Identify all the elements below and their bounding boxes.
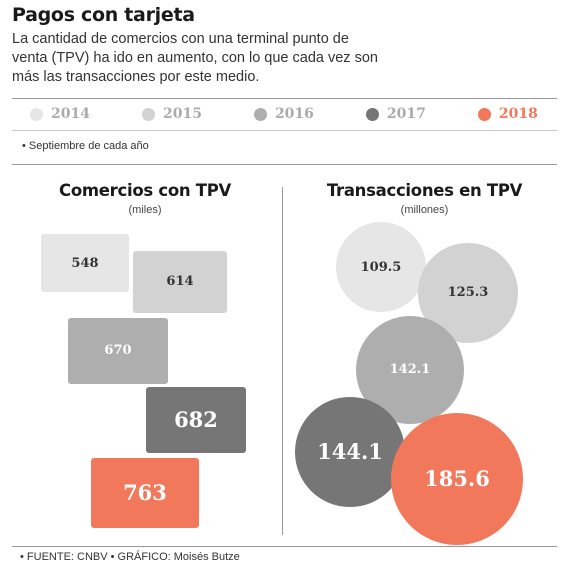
legend-label: 2017 [386,106,426,122]
legend-item-2015: 2015 [141,106,202,122]
comercios-bar-2015: 614 [132,250,228,314]
left-panel-title: Comercios con TPV [59,181,231,200]
left-panel-unit: (miles) [128,204,162,216]
legend-rule [12,130,557,131]
footer-credit: • FUENTE: CNBV • GRÁFICO: Moisés Butze [20,551,240,563]
legend-label: 2015 [162,106,202,122]
comercios-bar-2016: 670 [68,318,168,384]
legend-item-2017: 2017 [365,106,426,122]
comercios-bar-2018: 763 [91,457,199,529]
right-panel-title: Transacciones en TPV [326,181,523,200]
legend-label: 2014 [51,106,90,122]
legend-item-2016: 2016 [253,106,314,122]
legend-label: 2018 [498,106,538,122]
panel-divider [282,187,283,535]
legend-item-2018: 2018 [477,106,538,122]
legend-swatch [30,107,43,121]
legend-swatch [477,107,491,121]
legend-label: 2016 [274,106,314,122]
comercios-bar-2014: 548 [41,234,129,292]
comercios-bar-2017: 682 [145,386,247,454]
footer-rule [12,546,557,547]
legend-swatch [365,107,379,121]
legend: 2014 2015 2016 2017 2018 [12,100,557,128]
chart-subtitle: La cantidad de comercios con una termina… [12,31,378,85]
top-rule [12,98,557,99]
transacciones-bubble-2018: 185.6 [391,413,523,545]
transacciones-bubble-2014: 109.5 [336,222,426,312]
note-rule [12,164,557,165]
legend-swatch [253,107,267,121]
transacciones-bubble-2017: 144.1 [295,397,405,507]
right-panel-unit: (millones) [400,204,449,216]
legend-swatch [141,107,155,121]
legend-item-2014: 2014 [30,106,90,122]
chart-title: Pagos con tarjeta [12,4,195,26]
note: • Septiembre de cada año [22,140,149,152]
